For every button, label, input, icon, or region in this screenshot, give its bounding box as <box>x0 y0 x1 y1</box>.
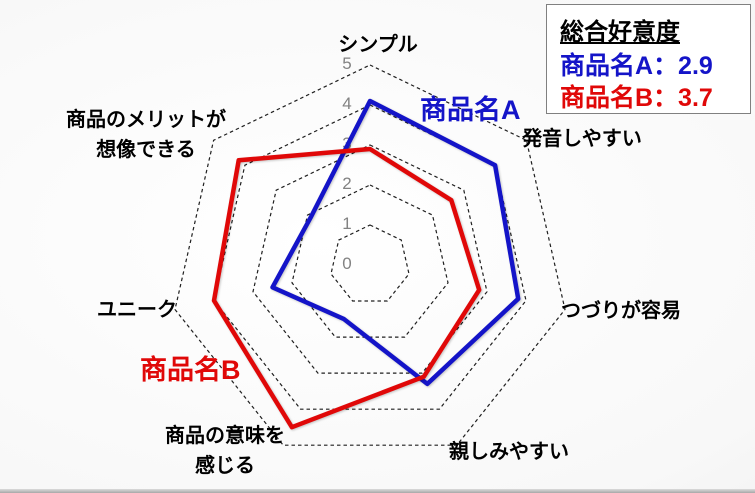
axis-label-feel-meaning: 商品の意味を感じる <box>165 425 285 477</box>
series-polygon-a <box>270 98 521 387</box>
series-polygon-b <box>211 146 482 430</box>
axis-label-imagine-merit: 商品のメリットが想像できる <box>66 109 226 161</box>
series-b-label: 商品名B <box>140 355 241 385</box>
legend-box: 総合好意度 商品名A：2.9 商品名B：3.7 <box>546 4 751 114</box>
axis-label-unique: ユニーク <box>97 299 177 321</box>
slide-bottom-edge <box>0 489 755 493</box>
legend-item-a: 商品名A：2.9 <box>560 52 713 80</box>
axis-label-friendly: 親しみやすい <box>449 441 569 463</box>
legend-item-b: 商品名B：3.7 <box>560 84 713 112</box>
tick-label-1: 1 <box>342 214 351 233</box>
grid-ring-5 <box>174 64 566 446</box>
axis-label-easy-to-pronounce: 発音しやすい <box>522 128 642 150</box>
grid-ring-1 <box>330 224 410 302</box>
series-a-label: 商品名A <box>420 95 521 125</box>
legend-title: 総合好意度 <box>560 19 680 46</box>
axis-label-easy-spelling: つづりが容易 <box>561 300 681 322</box>
tick-label-5: 5 <box>342 54 351 73</box>
tick-label-0: 0 <box>342 254 351 273</box>
grid-ring-3 <box>252 144 488 374</box>
axis-label-simple: シンプル <box>338 34 418 56</box>
tick-label-2: 2 <box>342 174 351 193</box>
tick-label-4: 4 <box>342 94 351 113</box>
